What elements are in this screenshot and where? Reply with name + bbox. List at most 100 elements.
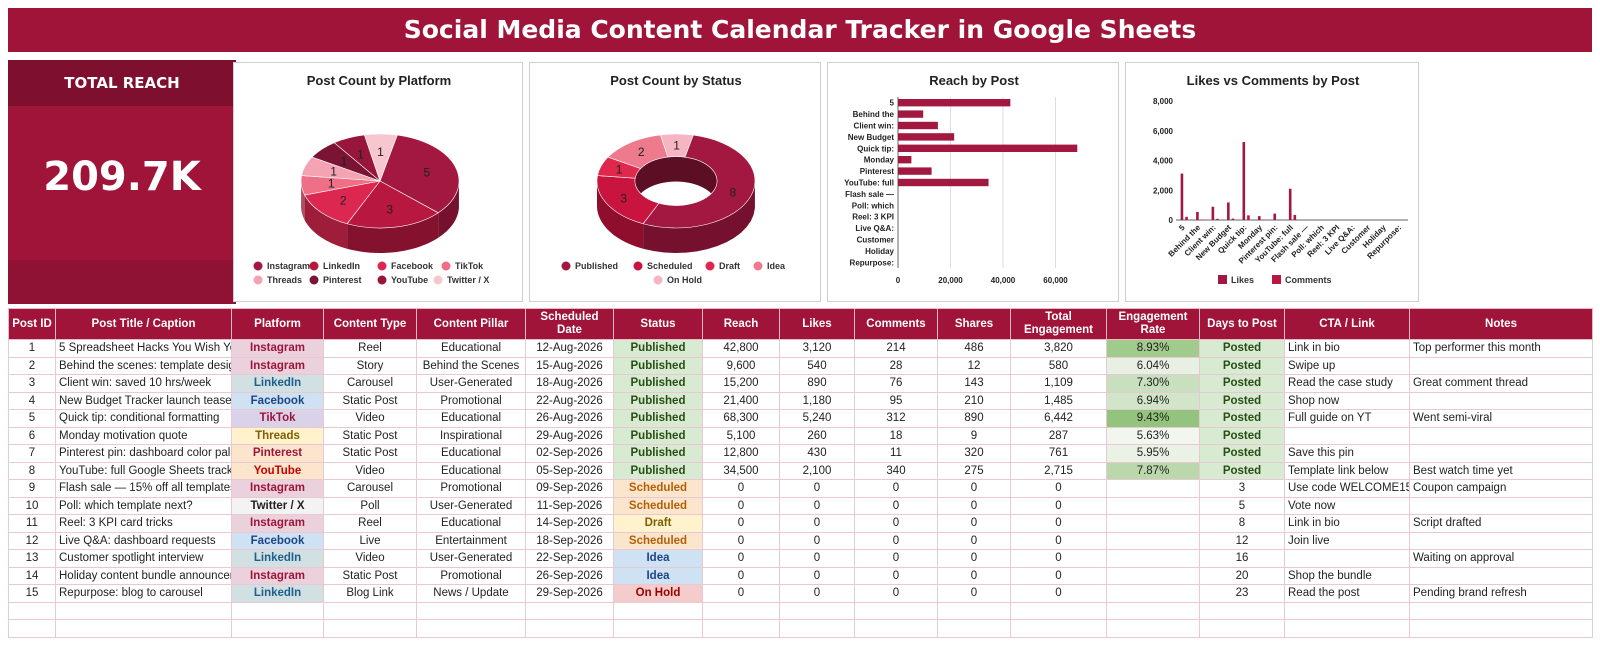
cell-post-title-caption[interactable]: Client win: saved 10 hrs/week	[55, 374, 232, 393]
cell-platform[interactable]: TikTok	[231, 409, 324, 428]
cell-days-to-post[interactable]: 5	[1199, 496, 1285, 515]
cell-engagement-rate[interactable]: 5.63%	[1106, 426, 1200, 445]
cell-days-to-post[interactable]: Posted	[1199, 409, 1285, 428]
cell-status[interactable]: Published	[613, 409, 703, 428]
cell-post-id[interactable]: 12	[8, 531, 56, 550]
cell-content-type[interactable]: Video	[323, 549, 417, 568]
empty-cell[interactable]	[8, 619, 56, 638]
cell-post-id[interactable]: 4	[8, 391, 56, 410]
table-row[interactable]: 2 Behind the scenes: template design Insta…	[8, 356, 1593, 375]
cell-engagement-rate[interactable]	[1106, 566, 1200, 585]
cell-reach[interactable]: 0	[702, 549, 780, 568]
cell-comments[interactable]: 312	[854, 409, 938, 428]
cell-engagement-rate[interactable]	[1106, 479, 1200, 498]
cell-likes[interactable]: 890	[779, 374, 855, 393]
empty-cell[interactable]	[779, 601, 855, 620]
status-donut-chart[interactable]: Post Count by Status 8 3 1 2 1 Published Schedu…	[529, 62, 821, 302]
table-row[interactable]: 6 Monday motivation quote Threads Static Po…	[8, 426, 1593, 445]
empty-cell[interactable]	[55, 619, 232, 638]
cell-post-title-caption[interactable]: 5 Spreadsheet Hacks You Wish You	[55, 339, 232, 358]
cell-total-engagement[interactable]: 6,442	[1010, 409, 1107, 428]
table-row[interactable]: 5 Quick tip: conditional formatting TikTok…	[8, 409, 1593, 428]
cell-cta-link[interactable]: Link in bio	[1284, 514, 1410, 533]
cell-post-id[interactable]: 9	[8, 479, 56, 498]
table-row[interactable]: 14 Holiday content bundle announcem Instag…	[8, 566, 1593, 585]
cell-comments[interactable]: 0	[854, 566, 938, 585]
cell-total-engagement[interactable]: 0	[1010, 549, 1107, 568]
cell-post-title-caption[interactable]: Behind the scenes: template design	[55, 356, 232, 375]
cell-cta-link[interactable]: Template link below	[1284, 461, 1410, 480]
empty-cell[interactable]	[323, 619, 417, 638]
empty-cell[interactable]	[55, 601, 232, 620]
cell-scheduled-date[interactable]: 22-Aug-2026	[525, 391, 614, 410]
cell-content-type[interactable]: Carousel	[323, 374, 417, 393]
cell-likes[interactable]: 540	[779, 356, 855, 375]
cell-content-pillar[interactable]: Promotional	[416, 479, 526, 498]
cell-scheduled-date[interactable]: 22-Sep-2026	[525, 549, 614, 568]
cell-status[interactable]: Idea	[613, 566, 703, 585]
cell-total-engagement[interactable]: 287	[1010, 426, 1107, 445]
cell-likes[interactable]: 3,120	[779, 339, 855, 358]
empty-cell[interactable]	[525, 601, 614, 620]
cell-content-pillar[interactable]: Entertainment	[416, 531, 526, 550]
cell-cta-link[interactable]: Shop now	[1284, 391, 1410, 410]
empty-cell[interactable]	[1106, 619, 1200, 638]
empty-cell[interactable]	[1409, 619, 1593, 638]
cell-notes[interactable]: Script drafted	[1409, 514, 1593, 533]
cell-likes[interactable]: 0	[779, 566, 855, 585]
table-row[interactable]: 3 Client win: saved 10 hrs/week LinkedIn Ca…	[8, 374, 1593, 393]
empty-cell[interactable]	[854, 601, 938, 620]
cell-shares[interactable]: 210	[937, 391, 1011, 410]
cell-notes[interactable]	[1409, 391, 1593, 410]
cell-platform[interactable]: Facebook	[231, 391, 324, 410]
cell-scheduled-date[interactable]: 09-Sep-2026	[525, 479, 614, 498]
empty-cell[interactable]	[1409, 601, 1593, 620]
cell-reach[interactable]: 68,300	[702, 409, 780, 428]
cell-comments[interactable]: 0	[854, 531, 938, 550]
cell-content-pillar[interactable]: User-Generated	[416, 374, 526, 393]
empty-row[interactable]	[8, 619, 1593, 638]
cell-reach[interactable]: 0	[702, 479, 780, 498]
cell-reach[interactable]: 42,800	[702, 339, 780, 358]
cell-days-to-post[interactable]: Posted	[1199, 374, 1285, 393]
cell-cta-link[interactable]: Read the case study	[1284, 374, 1410, 393]
cell-reach[interactable]: 21,400	[702, 391, 780, 410]
cell-engagement-rate[interactable]	[1106, 514, 1200, 533]
cell-notes[interactable]: Went semi-viral	[1409, 409, 1593, 428]
cell-likes[interactable]: 430	[779, 444, 855, 463]
column-header-days-to-post[interactable]: Days to Post	[1199, 308, 1285, 340]
cell-scheduled-date[interactable]: 29-Sep-2026	[525, 584, 614, 603]
cell-shares[interactable]: 890	[937, 409, 1011, 428]
cell-content-pillar[interactable]: Educational	[416, 339, 526, 358]
cell-days-to-post[interactable]: Posted	[1199, 391, 1285, 410]
cell-notes[interactable]: Top performer this month	[1409, 339, 1593, 358]
column-header-comments[interactable]: Comments	[854, 308, 938, 340]
cell-platform[interactable]: Instagram	[231, 514, 324, 533]
cell-shares[interactable]: 143	[937, 374, 1011, 393]
cell-likes[interactable]: 260	[779, 426, 855, 445]
cell-status[interactable]: Scheduled	[613, 531, 703, 550]
empty-cell[interactable]	[1284, 601, 1410, 620]
empty-cell[interactable]	[231, 601, 324, 620]
empty-cell[interactable]	[1199, 601, 1285, 620]
cell-content-pillar[interactable]: Educational	[416, 514, 526, 533]
table-row[interactable]: 11 Reel: 3 KPI card tricks Instagram Reel Ed…	[8, 514, 1593, 533]
cell-shares[interactable]: 0	[937, 496, 1011, 515]
cell-comments[interactable]: 95	[854, 391, 938, 410]
cell-total-engagement[interactable]: 0	[1010, 566, 1107, 585]
cell-scheduled-date[interactable]: 11-Sep-2026	[525, 496, 614, 515]
column-header-content-type[interactable]: Content Type	[323, 308, 417, 340]
cell-shares[interactable]: 0	[937, 531, 1011, 550]
cell-days-to-post[interactable]: Posted	[1199, 356, 1285, 375]
cell-content-type[interactable]: Video	[323, 461, 417, 480]
cell-scheduled-date[interactable]: 05-Sep-2026	[525, 461, 614, 480]
cell-content-type[interactable]: Video	[323, 409, 417, 428]
cell-post-id[interactable]: 7	[8, 444, 56, 463]
cell-content-pillar[interactable]: Educational	[416, 409, 526, 428]
empty-cell[interactable]	[779, 619, 855, 638]
cell-status[interactable]: Scheduled	[613, 479, 703, 498]
cell-engagement-rate[interactable]: 6.04%	[1106, 356, 1200, 375]
cell-content-type[interactable]: Static Post	[323, 444, 417, 463]
cell-post-title-caption[interactable]: Repurpose: blog to carousel	[55, 584, 232, 603]
cell-platform[interactable]: LinkedIn	[231, 584, 324, 603]
